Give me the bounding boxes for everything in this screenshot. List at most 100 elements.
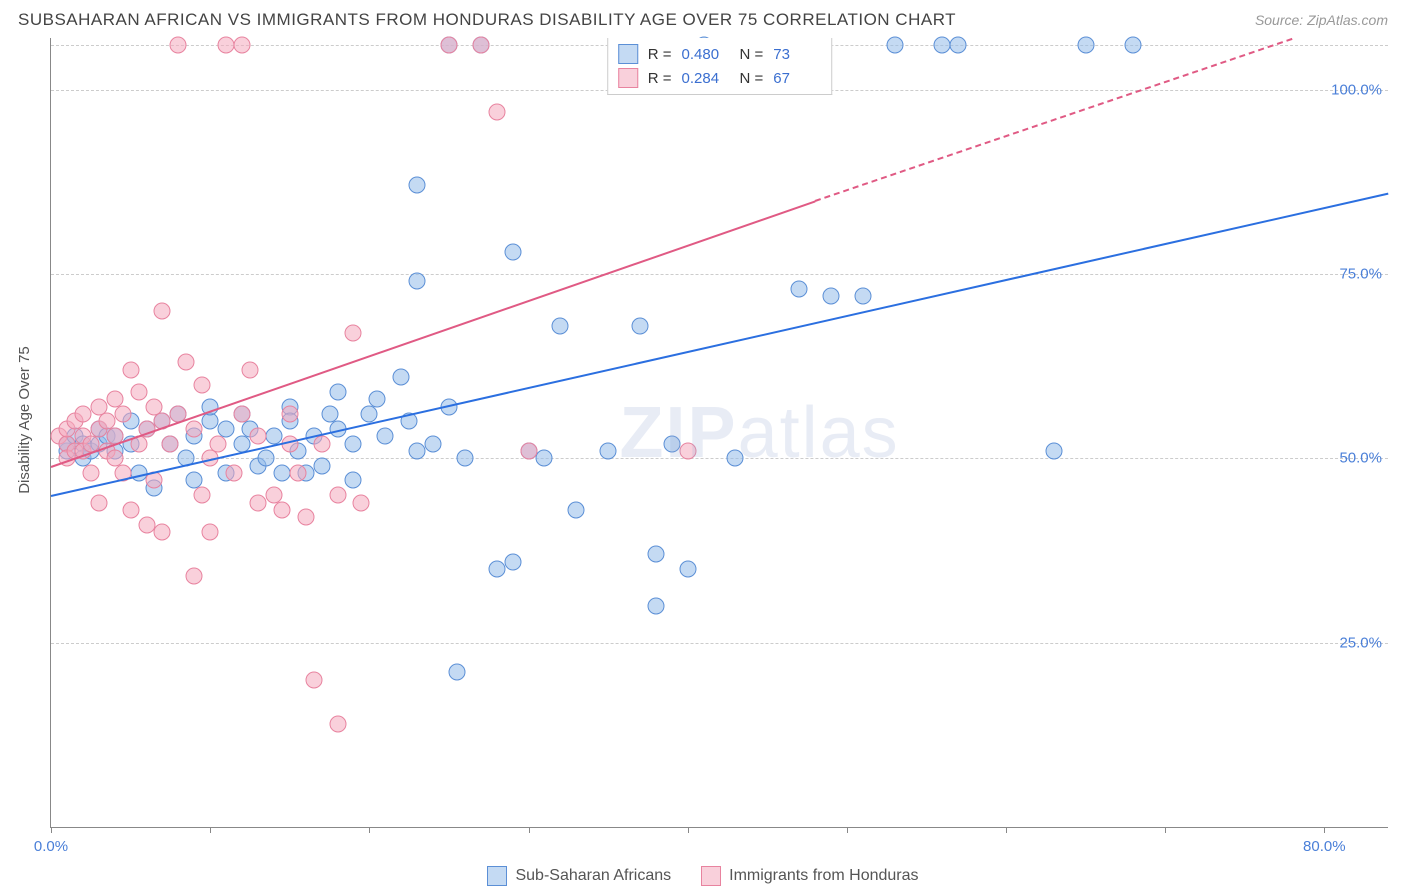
stat-r-label: R =: [648, 70, 672, 87]
data-point: [202, 524, 219, 541]
data-point: [440, 37, 457, 54]
data-point: [1045, 442, 1062, 459]
data-point: [154, 302, 171, 319]
legend-swatch: [701, 866, 721, 886]
x-tick: [688, 827, 689, 833]
data-point: [950, 37, 967, 54]
data-point: [178, 354, 195, 371]
data-point: [409, 442, 426, 459]
x-tick: [210, 827, 211, 833]
data-point: [520, 442, 537, 459]
legend-label: Sub-Saharan Africans: [515, 867, 671, 885]
scatter-plot-area: ZIPatlas R =0.480N =73R =0.284N =67 25.0…: [50, 38, 1388, 828]
x-tick: [1006, 827, 1007, 833]
y-tick-label: 25.0%: [1339, 634, 1382, 651]
data-point: [1125, 37, 1142, 54]
legend-swatch: [618, 44, 638, 64]
data-point: [257, 450, 274, 467]
stat-n-label: N =: [740, 46, 764, 63]
data-point: [122, 361, 139, 378]
data-point: [934, 37, 951, 54]
data-point: [568, 501, 585, 518]
watermark: ZIPatlas: [620, 392, 900, 474]
stat-r-label: R =: [648, 46, 672, 63]
data-point: [1077, 37, 1094, 54]
data-point: [409, 273, 426, 290]
y-tick-label: 75.0%: [1339, 265, 1382, 282]
data-point: [273, 501, 290, 518]
x-tick-label: 0.0%: [34, 838, 68, 855]
gridline-h: [51, 274, 1388, 275]
stat-legend-row: R =0.284N =67: [618, 66, 822, 90]
stat-n-label: N =: [740, 70, 764, 87]
data-point: [281, 406, 298, 423]
data-point: [536, 450, 553, 467]
stat-legend-row: R = 0.480 N = 73: [618, 42, 822, 66]
data-point: [289, 465, 306, 482]
data-point: [329, 487, 346, 504]
legend-swatch: [487, 866, 507, 886]
data-point: [194, 487, 211, 504]
data-point: [631, 317, 648, 334]
correlation-stats-legend: R =0.480N =73R =0.284N =67: [607, 38, 833, 95]
chart-title: SUBSAHARAN AFRICAN VS IMMIGRANTS FROM HO…: [18, 10, 956, 30]
x-tick: [847, 827, 848, 833]
legend-item: Sub-Saharan Africans: [487, 866, 671, 886]
data-point: [647, 546, 664, 563]
data-point: [313, 457, 330, 474]
data-point: [488, 103, 505, 120]
data-point: [727, 450, 744, 467]
data-point: [377, 428, 394, 445]
data-point: [138, 516, 155, 533]
data-point: [329, 383, 346, 400]
data-point: [679, 560, 696, 577]
data-point: [210, 435, 227, 452]
x-tick: [1165, 827, 1166, 833]
y-tick-label: 100.0%: [1331, 81, 1382, 98]
data-point: [122, 501, 139, 518]
x-tick: [51, 827, 52, 833]
data-point: [822, 288, 839, 305]
trend-line: [51, 200, 816, 467]
data-point: [194, 376, 211, 393]
data-point: [552, 317, 569, 334]
stat-r-value: 0.480: [682, 46, 730, 63]
legend-label: Immigrants from Honduras: [729, 867, 918, 885]
data-point: [218, 37, 235, 54]
trend-line-extrapolated: [815, 38, 1293, 202]
data-point: [313, 435, 330, 452]
y-axis-title: Disability Age Over 75: [16, 346, 33, 494]
data-point: [369, 391, 386, 408]
data-point: [297, 509, 314, 526]
data-point: [472, 37, 489, 54]
data-point: [409, 177, 426, 194]
data-point: [600, 442, 617, 459]
data-point: [273, 465, 290, 482]
legend-swatch: [618, 68, 638, 88]
x-tick-label: 80.0%: [1303, 838, 1346, 855]
data-point: [154, 524, 171, 541]
gridline-h: [51, 643, 1388, 644]
series-legend: Sub-Saharan Africans Immigrants from Hond…: [0, 866, 1406, 886]
data-point: [361, 406, 378, 423]
data-point: [353, 494, 370, 511]
data-point: [448, 664, 465, 681]
x-tick: [529, 827, 530, 833]
data-point: [249, 428, 266, 445]
data-point: [679, 442, 696, 459]
data-point: [791, 280, 808, 297]
source-label: Source: ZipAtlas.com: [1255, 12, 1388, 28]
stat-r-value: 0.284: [682, 70, 730, 87]
y-tick-label: 50.0%: [1339, 450, 1382, 467]
data-point: [663, 435, 680, 452]
data-point: [170, 37, 187, 54]
data-point: [854, 288, 871, 305]
chart-header: SUBSAHARAN AFRICAN VS IMMIGRANTS FROM HO…: [0, 0, 1406, 38]
data-point: [456, 450, 473, 467]
data-point: [425, 435, 442, 452]
data-point: [345, 324, 362, 341]
data-point: [249, 494, 266, 511]
stat-n-value: 73: [773, 46, 821, 63]
trend-line: [51, 193, 1388, 497]
data-point: [393, 369, 410, 386]
